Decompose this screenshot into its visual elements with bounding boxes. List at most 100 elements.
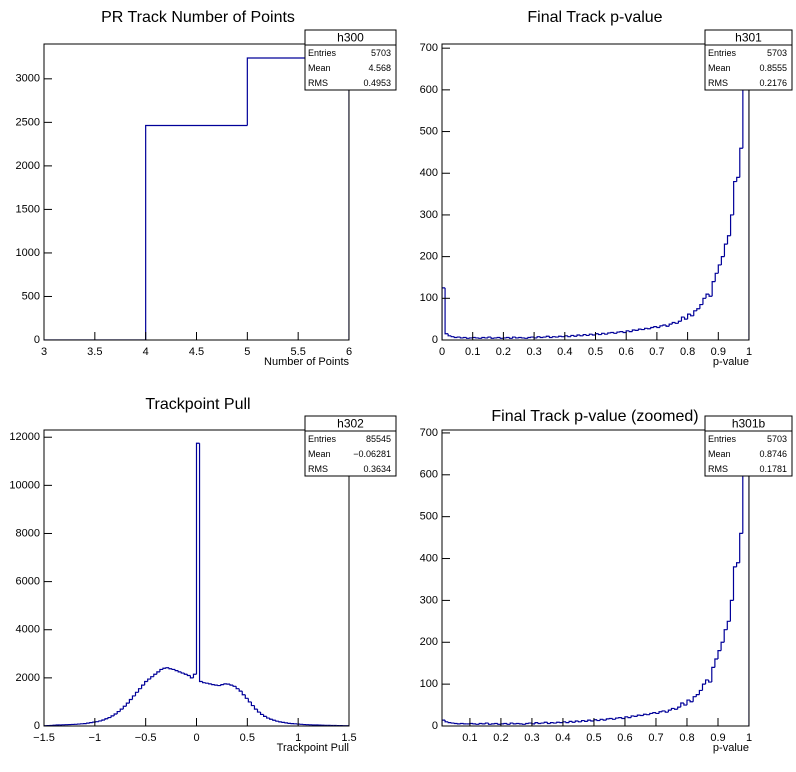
- bin: [701, 683, 706, 691]
- bin: [668, 323, 673, 327]
- bin: [699, 303, 703, 309]
- stats-label: Mean: [308, 449, 331, 459]
- bin: [607, 332, 611, 335]
- bin: [180, 671, 185, 674]
- bin: [447, 333, 452, 337]
- bin: [116, 710, 121, 714]
- chart-title: Trackpoint Pull: [145, 396, 250, 413]
- x-tick-label: 3.5: [87, 346, 102, 358]
- stats-label: RMS: [708, 464, 728, 474]
- bin: [525, 722, 529, 725]
- bin: [119, 708, 124, 712]
- bin: [601, 332, 605, 335]
- y-tick-label: 400: [420, 167, 438, 179]
- stats-label: Mean: [308, 63, 331, 73]
- y-tick-label: 700: [420, 42, 438, 54]
- bin: [266, 716, 270, 719]
- stats-value: 0.8746: [759, 449, 787, 459]
- stats-label: Entries: [708, 48, 737, 58]
- stats-label: Mean: [708, 63, 731, 73]
- bin: [704, 679, 709, 685]
- x-tick-label: 1.5: [341, 732, 356, 744]
- bin: [655, 712, 660, 715]
- bin: [602, 719, 607, 721]
- chart-title: Final Track p-value (zoomed): [491, 408, 698, 425]
- bin: [450, 335, 455, 338]
- x-tick-label: 5: [244, 346, 250, 358]
- x-tick-label: 0.9: [710, 732, 725, 744]
- bin: [588, 333, 593, 336]
- x-tick-label: 5.5: [291, 346, 306, 358]
- bin: [259, 712, 264, 716]
- x-tick-label: 0.7: [649, 346, 664, 358]
- bin: [527, 336, 532, 339]
- stats-title: h301: [735, 31, 762, 45]
- bin: [580, 719, 585, 722]
- bin: [278, 721, 282, 723]
- bin: [481, 336, 485, 339]
- chart-title: Final Track p-value: [527, 9, 662, 26]
- x-tick-label: 0.4: [557, 346, 572, 358]
- bin: [674, 322, 679, 324]
- bin: [235, 686, 240, 690]
- x-tick-label: 0: [193, 732, 199, 744]
- bin: [571, 721, 576, 723]
- bin: [134, 691, 139, 696]
- bin: [147, 678, 151, 682]
- bin: [671, 321, 676, 325]
- y-tick-label: 200: [420, 251, 438, 263]
- bin: [625, 330, 630, 333]
- bin: [723, 629, 728, 643]
- x-tick-label: 0.6: [619, 346, 634, 358]
- bin: [174, 669, 179, 672]
- bin: [131, 695, 136, 700]
- bin: [726, 620, 731, 630]
- y-tick-label: 700: [420, 427, 438, 439]
- bin: [232, 685, 237, 687]
- pad: Final Track p-value 0 0.1 0.2 0.3 0.4 0.5 0.6 0.…: [420, 9, 793, 368]
- bin: [263, 714, 267, 717]
- bin: [723, 243, 728, 257]
- y-tick-label: 0: [34, 720, 40, 732]
- bin: [198, 443, 203, 683]
- bin: [597, 333, 602, 336]
- bin: [122, 705, 127, 710]
- bin: [459, 337, 464, 339]
- bin: [705, 293, 710, 299]
- bin: [487, 336, 492, 338]
- histogram: [44, 442, 349, 726]
- pad: Final Track p-value (zoomed) 0.1 0.2 0.3 0.4…: [420, 408, 793, 754]
- bin: [128, 698, 133, 704]
- bin: [534, 722, 539, 724]
- y-tick-label: 500: [420, 125, 438, 137]
- bin: [627, 716, 632, 719]
- bin: [604, 333, 608, 335]
- stats-frame: [704, 415, 793, 477]
- bin: [556, 721, 560, 724]
- bin: [659, 325, 664, 328]
- x-tick-label: 0.2: [493, 732, 508, 744]
- bin: [686, 699, 691, 706]
- bin: [453, 336, 458, 339]
- stats-value: 85545: [366, 434, 391, 444]
- bin: [241, 691, 246, 696]
- bin: [711, 281, 716, 297]
- bin: [107, 716, 112, 719]
- bin: [499, 337, 504, 339]
- y-tick-label: 2000: [16, 160, 40, 172]
- stats-value: 4.568: [368, 63, 391, 73]
- bin: [692, 696, 697, 702]
- bin: [630, 715, 635, 718]
- y-tick-label: 0: [432, 720, 438, 732]
- stats-title: h302: [337, 417, 364, 431]
- x-axis-label: p-value: [713, 742, 749, 754]
- bin: [653, 326, 657, 328]
- bin: [497, 723, 501, 725]
- y-tick-label: 100: [420, 292, 438, 304]
- stats-frame: [704, 29, 793, 91]
- bin: [590, 720, 594, 722]
- bin: [144, 680, 148, 686]
- x-tick-label: 1: [746, 732, 752, 744]
- bin: [558, 335, 562, 338]
